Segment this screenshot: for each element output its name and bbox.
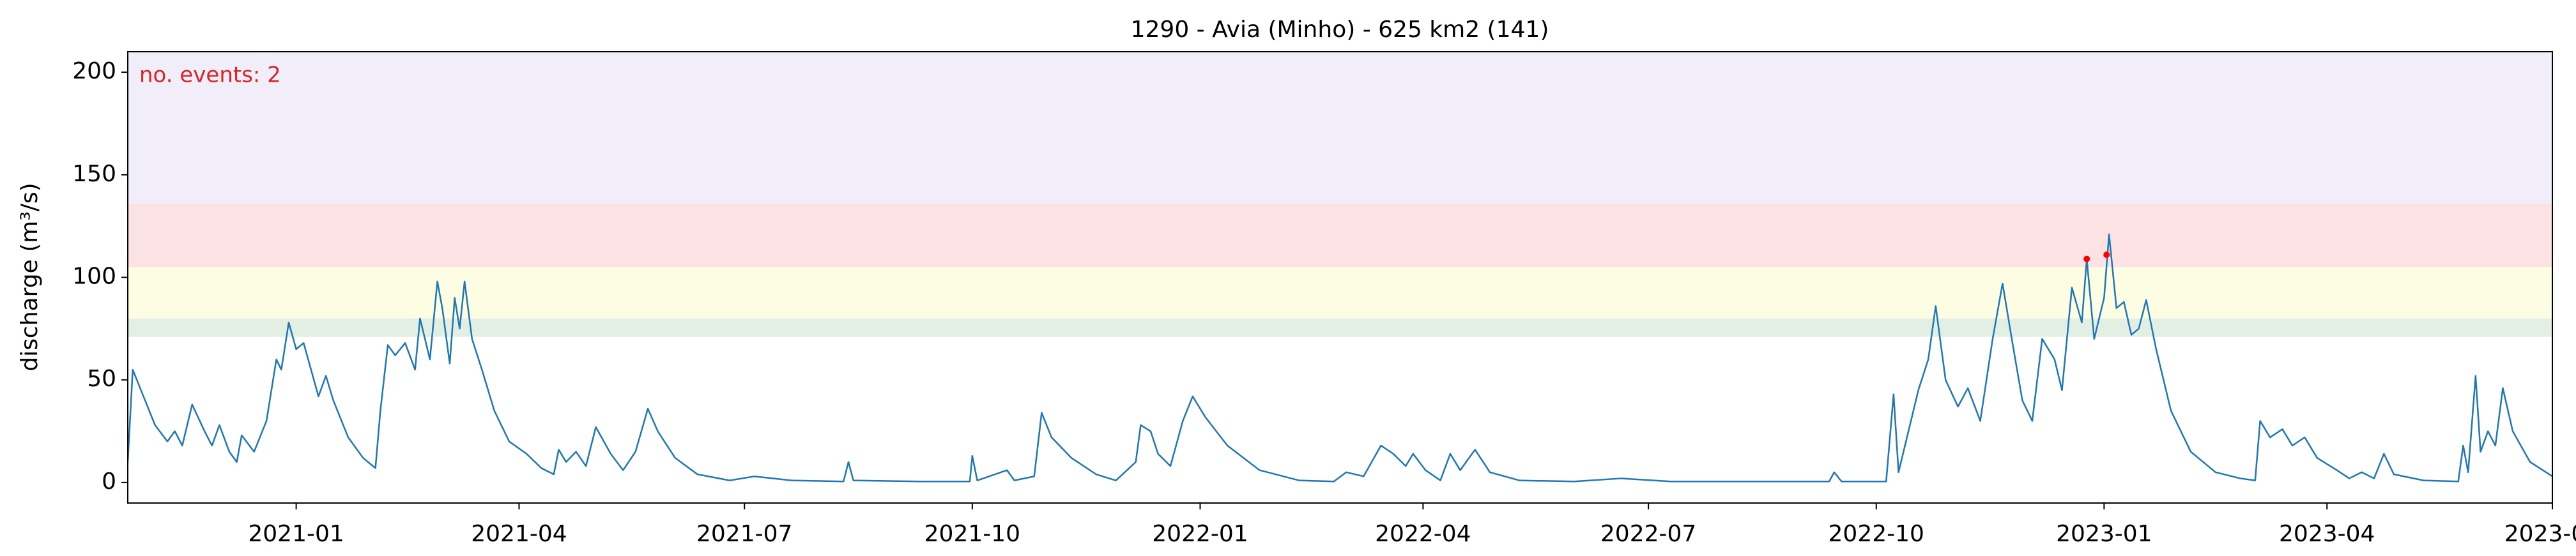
y-tick-label: 0 bbox=[102, 469, 116, 495]
x-tick-label: 2022-04 bbox=[1375, 521, 1471, 547]
x-tick-label: 2022-10 bbox=[1828, 521, 1924, 547]
x-tick-label: 2022-01 bbox=[1152, 521, 1248, 547]
y-tick-label: 200 bbox=[72, 58, 116, 84]
x-tick-label: 2023-07 bbox=[2504, 521, 2576, 547]
x-tick-label: 2023-04 bbox=[2279, 521, 2375, 547]
x-tick-label: 2021-07 bbox=[696, 521, 792, 547]
threshold-band bbox=[128, 52, 2552, 204]
plot-frame bbox=[127, 51, 2553, 504]
x-tick-label: 2021-04 bbox=[471, 521, 567, 547]
y-tick-label: 150 bbox=[72, 161, 116, 187]
y-tick-label: 100 bbox=[72, 264, 116, 290]
threshold-band bbox=[128, 267, 2552, 319]
events-annotation: no. events: 2 bbox=[139, 63, 281, 88]
x-tick-label: 2022-07 bbox=[1600, 521, 1696, 547]
threshold-band bbox=[128, 203, 2552, 267]
event-point bbox=[2083, 255, 2090, 262]
x-tick-label: 2023-01 bbox=[2056, 521, 2152, 547]
x-tick-label: 2021-01 bbox=[248, 521, 344, 547]
y-tick-label: 50 bbox=[87, 366, 116, 392]
y-axis-label: discharge (m³/s) bbox=[17, 183, 43, 371]
chart-title: 1290 - Avia (Minho) - 625 km2 (141) bbox=[1131, 17, 1549, 43]
threshold-band bbox=[128, 318, 2552, 337]
x-tick-label: 2021-10 bbox=[924, 521, 1020, 547]
event-point bbox=[2103, 252, 2110, 259]
discharge-line bbox=[126, 233, 2553, 483]
